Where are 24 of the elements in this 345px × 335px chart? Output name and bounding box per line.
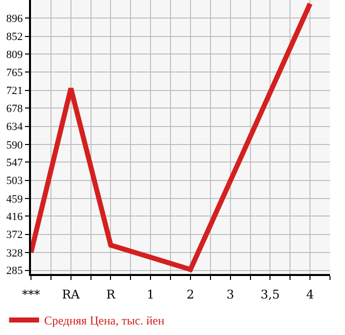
- y-tick-label: 678: [6, 102, 24, 115]
- y-tick-label: 503: [6, 175, 24, 188]
- x-tick-label: 2: [186, 287, 194, 302]
- y-tick-label: 852: [6, 31, 23, 44]
- y-tick-label: 459: [6, 193, 24, 206]
- y-tick-label: 547: [6, 157, 24, 170]
- x-tick-label: ***: [22, 287, 40, 302]
- legend-label: Средняя Цена, тыс. йен: [44, 314, 165, 328]
- y-tick-label: 765: [6, 67, 24, 80]
- x-tick-label: 3: [226, 287, 234, 302]
- x-tick-label: RA: [62, 287, 80, 302]
- x-tick-label: 1: [146, 287, 154, 302]
- y-tick-label: 896: [6, 13, 24, 26]
- y-tick-label: 634: [6, 121, 24, 134]
- x-tick-label: 4: [306, 287, 314, 302]
- y-tick-label: 721: [6, 85, 23, 98]
- y-tick-label: 285: [6, 265, 24, 278]
- y-tick-label: 809: [6, 48, 24, 61]
- y-tick-label: 590: [6, 139, 24, 152]
- x-tick-label: R: [106, 287, 116, 302]
- y-tick-label: 416: [6, 211, 24, 224]
- y-tick-label: 328: [6, 247, 24, 260]
- x-tick-label: 3,5: [260, 287, 280, 302]
- y-tick-label: 372: [6, 229, 23, 242]
